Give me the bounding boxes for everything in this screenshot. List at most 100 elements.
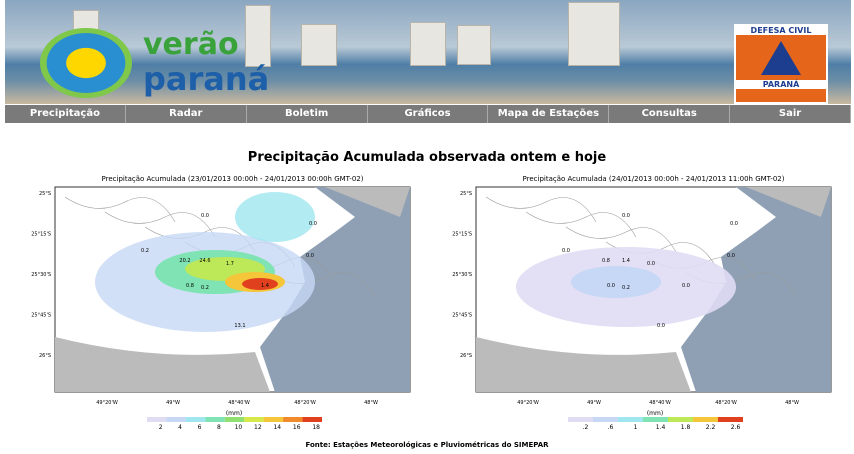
station-value: 0.0 — [730, 221, 738, 227]
building — [457, 25, 491, 65]
nav-item[interactable]: Mapa de Estações — [488, 105, 610, 123]
precip-area — [571, 266, 661, 298]
colorbar-swatch — [668, 417, 693, 422]
page-title: Precipitação Acumulada observada ontem e… — [248, 150, 607, 165]
lat-label: 25°30'S — [452, 272, 472, 278]
badge: DEFESA CIVIL PARANÁ — [734, 24, 828, 104]
land-south — [476, 337, 691, 392]
lon-label: 49°W — [166, 400, 180, 406]
colorbar-swatch — [283, 417, 303, 422]
scale-label: 18 — [312, 424, 320, 431]
colorbar-swatch — [205, 417, 225, 422]
nav-item[interactable]: Sair — [730, 105, 852, 123]
scale-label: 2.2 — [706, 424, 716, 431]
precip-area — [242, 278, 278, 290]
lon-label: 48°40'W — [228, 400, 250, 406]
colorbar-swatch — [618, 417, 643, 422]
station-value: 0.0 — [309, 221, 317, 227]
map-panel: Precipitação Acumulada (24/01/2013 00:00… — [452, 175, 832, 431]
scale-unit: (mm) — [226, 410, 242, 417]
scale-label: 16 — [293, 424, 301, 431]
badge-triangle — [761, 41, 801, 75]
station-value: 0.0 — [201, 213, 209, 219]
lat-label: 25°S — [39, 191, 51, 197]
scale-label: 1.4 — [656, 424, 666, 431]
station-value: 0.0 — [306, 253, 314, 259]
scale-label: 14 — [273, 424, 281, 431]
lat-label: 25°45'S — [452, 313, 472, 319]
nav-bar: Precipitação Radar Boletim Gráficos Mapa de … — [5, 105, 852, 123]
colorbar-swatch — [224, 417, 245, 422]
colorbar-swatch — [643, 417, 668, 422]
land-south — [55, 337, 270, 392]
lat-label: 25°30'S — [31, 272, 51, 278]
lon-label: 48°20'W — [294, 400, 316, 406]
map-title: Precipitação Acumulada (24/01/2013 00:00… — [523, 175, 785, 183]
header-banner: verão paraná DEFESA CIVIL PARANÁ — [5, 0, 851, 104]
lon-label: 49°20'W — [517, 400, 539, 406]
border-line — [485, 196, 597, 223]
station-value: 0.2 — [622, 285, 630, 291]
station-value: 0.0 — [607, 283, 615, 289]
lon-label: 48°40'W — [649, 400, 671, 406]
station-value: 0.0 — [657, 323, 665, 329]
lat-label: 26°S — [460, 353, 472, 359]
scale-label: .6 — [608, 424, 614, 431]
colorbar-swatch — [244, 417, 264, 422]
station-value: 13.1 — [234, 323, 245, 329]
colorbar-swatch — [166, 417, 186, 422]
nav-item[interactable]: Boletim — [247, 105, 368, 123]
scale-label: 6 — [198, 424, 202, 431]
lat-label: 25°15'S — [452, 232, 472, 238]
station-value: 0.8 — [602, 258, 610, 264]
colorbar-swatch — [263, 417, 284, 422]
land-ne — [325, 187, 410, 217]
lon-label: 49°20'W — [96, 400, 118, 406]
scale-label: 1.8 — [681, 424, 691, 431]
logo-icon — [40, 28, 132, 98]
border-line — [104, 211, 216, 238]
station-value: 1.4 — [261, 283, 269, 289]
building — [410, 22, 446, 66]
map-panel: Precipitação Acumulada (23/01/2013 00:00… — [31, 175, 411, 431]
lon-label: 49°W — [587, 400, 601, 406]
colorbar-swatch — [718, 417, 743, 422]
lat-label: 25°S — [460, 191, 472, 197]
station-value: 0.0 — [562, 248, 570, 254]
station-value: 24.6 — [199, 258, 210, 264]
nav-item[interactable]: Precipitação — [5, 105, 126, 123]
station-value: 0.0 — [647, 261, 655, 267]
station-value: 0.0 — [682, 283, 690, 289]
station-value: 0.0 — [622, 213, 630, 219]
logo-line1: verão — [143, 27, 239, 62]
colorbar-swatch — [593, 417, 618, 422]
lat-label: 26°S — [39, 353, 51, 359]
badge-top: DEFESA CIVIL — [736, 26, 826, 35]
scale-label: .2 — [583, 424, 589, 431]
colorbar-swatch — [302, 417, 322, 422]
station-value: 0.2 — [201, 285, 209, 291]
lon-label: 48°20'W — [715, 400, 737, 406]
colorbar-swatch — [147, 417, 167, 422]
scale-unit: (mm) — [647, 410, 663, 417]
scale-label: 4 — [178, 424, 182, 431]
station-value: 1.4 — [622, 258, 630, 264]
border-line — [565, 226, 677, 253]
lat-label: 25°45'S — [31, 313, 51, 319]
scale-label: 1 — [634, 424, 638, 431]
sea — [260, 187, 410, 392]
station-value: 0.0 — [727, 253, 735, 259]
scale-label: 2 — [159, 424, 163, 431]
building — [301, 24, 337, 66]
sea — [681, 187, 831, 392]
nav-item[interactable]: Radar — [126, 105, 247, 123]
building — [568, 2, 620, 66]
logo-line2: paraná — [143, 60, 270, 98]
lon-label: 48°W — [785, 400, 799, 406]
scale-label: 2.6 — [731, 424, 741, 431]
nav-item[interactable]: Gráficos — [368, 105, 489, 123]
station-value: 1.7 — [226, 261, 234, 267]
nav-item[interactable]: Consultas — [609, 105, 731, 123]
scale-label: 10 — [235, 424, 243, 431]
